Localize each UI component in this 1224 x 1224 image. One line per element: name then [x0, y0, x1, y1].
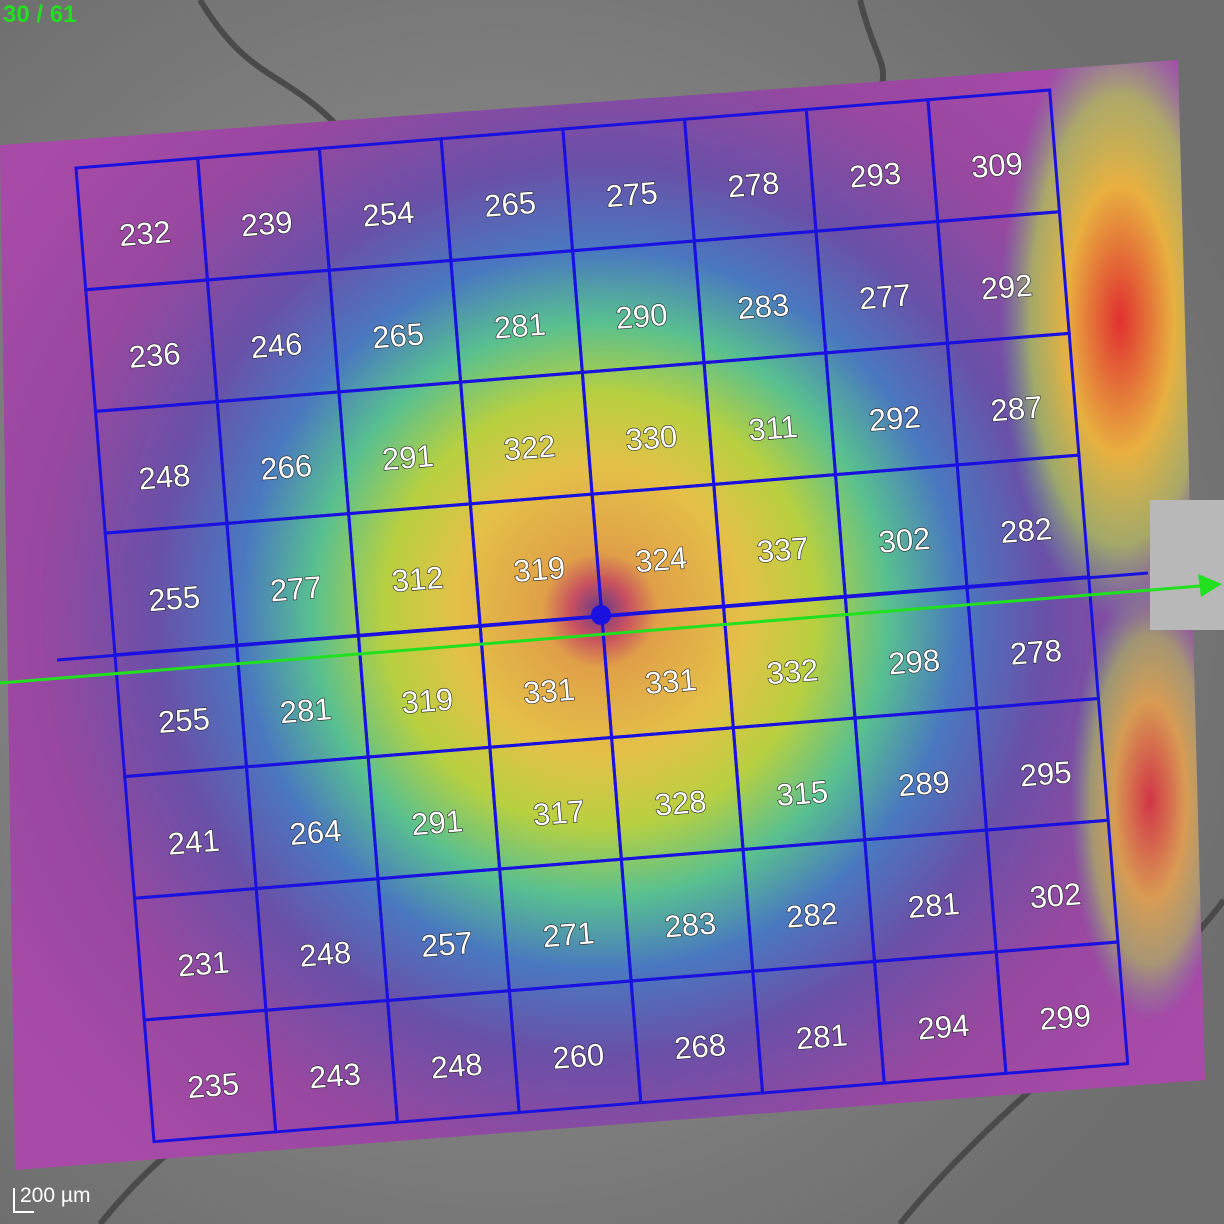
thickness-value: 324	[634, 540, 688, 579]
thickness-value: 239	[239, 204, 293, 243]
hot-region	[1000, 60, 1205, 620]
thickness-value: 298	[887, 642, 941, 681]
thickness-value: 295	[1018, 754, 1072, 793]
thickness-value: 265	[483, 185, 537, 224]
thickness-value: 243	[308, 1056, 362, 1095]
thickness-value: 235	[186, 1066, 240, 1105]
etdrs-grid: 232 239 254 265 275 278 293 309 236 246 265 281 290 2…	[74, 88, 1130, 1144]
thickness-value: 265	[371, 316, 425, 355]
thickness-value: 257	[420, 925, 474, 964]
thickness-value: 236	[128, 336, 182, 375]
thickness-value: 232	[118, 214, 172, 253]
thickness-value: 328	[653, 784, 707, 823]
thickness-value: 332	[765, 652, 819, 691]
thickness-value: 277	[269, 570, 323, 609]
thickness-value: 254	[361, 195, 415, 234]
thickness-value: 281	[493, 307, 547, 346]
thickness-value: 287	[989, 389, 1043, 428]
thickness-value: 290	[614, 297, 668, 336]
scale-label: 200 µm	[20, 1184, 90, 1207]
thickness-value: 309	[970, 146, 1024, 185]
thickness-value: 266	[259, 448, 313, 487]
fovea-marker	[591, 605, 611, 625]
thickness-value: 281	[278, 691, 332, 730]
thickness-value: 291	[381, 438, 435, 477]
thickness-value: 302	[1028, 876, 1082, 915]
hot-region	[1070, 580, 1205, 1020]
thickness-value: 319	[512, 550, 566, 589]
grid-cell	[994, 940, 1130, 1076]
thickness-value: 231	[176, 944, 230, 983]
thickness-value: 283	[736, 287, 790, 326]
thickness-value: 281	[795, 1017, 849, 1056]
thickness-value: 275	[605, 175, 659, 214]
thickness-value: 282	[999, 511, 1053, 550]
thickness-value: 283	[663, 905, 717, 944]
thickness-value: 331	[522, 672, 576, 711]
thickness-value: 271	[541, 915, 595, 954]
thickness-value: 319	[400, 681, 454, 720]
thickness-value: 291	[410, 803, 464, 842]
thickness-value: 315	[775, 774, 829, 813]
thickness-value: 278	[1009, 633, 1063, 672]
thickness-value: 289	[897, 764, 951, 803]
thickness-value: 302	[877, 521, 931, 560]
image-counter: 30 / 61	[3, 1, 76, 28]
scale-bar	[13, 1188, 34, 1213]
thickness-value: 248	[298, 935, 352, 974]
bscan-line	[0, 584, 1201, 685]
thickness-value: 248	[429, 1047, 483, 1086]
thickness-value: 299	[1038, 998, 1092, 1037]
thickness-value: 322	[502, 428, 556, 467]
bscan-arrow	[1198, 574, 1222, 597]
thickness-value: 330	[624, 419, 678, 458]
thickness-value: 281	[907, 886, 961, 925]
thickness-value: 331	[644, 662, 698, 701]
thickness-value: 294	[916, 1008, 970, 1047]
thickness-value: 246	[249, 326, 303, 365]
thickness-value: 292	[979, 268, 1033, 307]
thickness-value: 255	[157, 701, 211, 740]
thickness-value: 317	[532, 793, 586, 832]
thickness-value: 312	[390, 560, 444, 599]
thickness-value: 268	[673, 1027, 727, 1066]
thickness-value: 311	[747, 409, 799, 448]
thickness-value: 277	[858, 277, 912, 316]
thickness-value: 264	[288, 813, 342, 852]
thickness-value: 292	[868, 399, 922, 438]
thickness-value: 282	[785, 896, 839, 935]
thickness-value: 260	[551, 1037, 605, 1076]
thickness-value: 255	[147, 579, 201, 618]
thickness-value: 241	[167, 823, 221, 862]
thickness-value: 278	[726, 165, 780, 204]
thickness-value: 337	[756, 531, 810, 570]
optic-disc	[1150, 500, 1224, 630]
thickness-value: 293	[848, 156, 902, 195]
thickness-value: 248	[137, 458, 191, 497]
vessels	[97, 0, 1224, 1224]
